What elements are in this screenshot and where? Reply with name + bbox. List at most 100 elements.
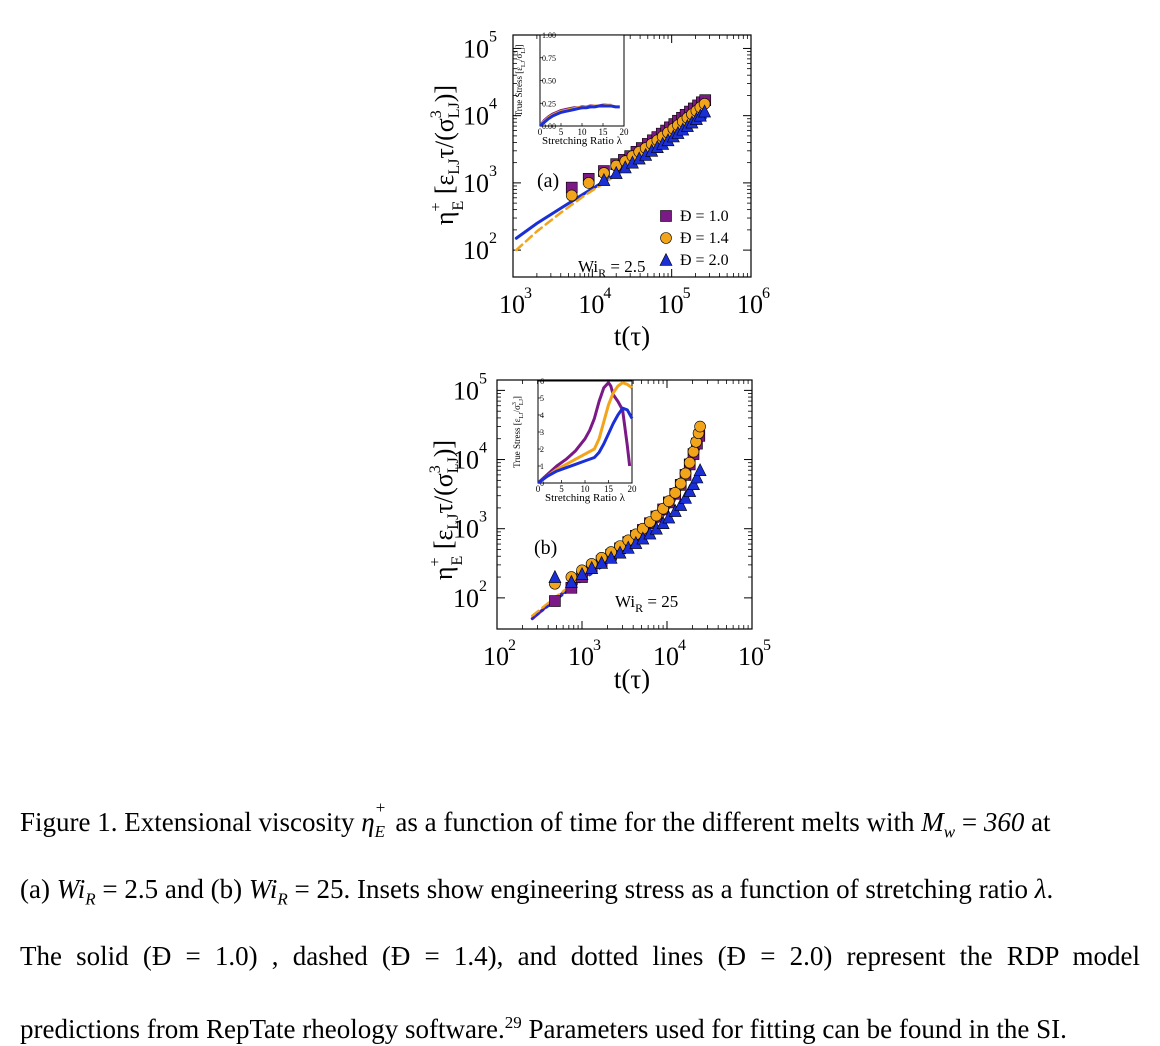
x-axis-label: t(τ): [614, 321, 650, 351]
inset-frame: [539, 34, 625, 127]
y-tick-label-exponent: 3: [479, 509, 487, 526]
x-tick-label-base: 10: [737, 290, 763, 319]
inset-x-tick-label: 10: [581, 484, 591, 494]
data-point: [585, 560, 599, 574]
wi-label: WiR = 25: [615, 592, 678, 615]
x-axis-label: t(τ): [614, 664, 650, 694]
inset-x-tick-label: 20: [620, 127, 630, 137]
y-tick-label-exponent: 3: [489, 163, 497, 180]
x-tick-label-exponent: 2: [508, 637, 516, 654]
x-tick-label-exponent: 5: [763, 637, 771, 654]
legend-label: Đ = 1.0: [680, 208, 729, 225]
data-point: [582, 177, 595, 189]
inset-x-tick-label: 10: [578, 127, 588, 137]
legend-marker: [660, 232, 672, 244]
data-point: [679, 490, 692, 504]
data-point: [687, 477, 700, 491]
inset-plot: 0 5 10 15 20 0 1 2 3 4 5 6 Stretching Ratio λ True St…: [512, 377, 637, 504]
data-point: [575, 567, 589, 580]
y-axis-label: η+ E [εLJτ/(σ3LJ)]: [427, 440, 466, 580]
data-point: [595, 555, 609, 569]
legend-label: Đ = 1.4: [680, 230, 729, 247]
inset-y-tick-label: 0.75: [542, 54, 556, 63]
data-point: [698, 104, 712, 118]
inset-x-tick-label: 15: [599, 127, 609, 137]
data-point: [663, 495, 675, 507]
data-point: [549, 595, 561, 607]
y-tick-label-base: 10: [463, 236, 489, 265]
y-tick-label-exponent: 4: [489, 96, 497, 113]
y-tick-label-base: 10: [453, 376, 479, 405]
inset-y-axis-label: True Stress [εLJ/σ3LJ]: [512, 396, 525, 468]
x-tick-label-base: 10: [738, 642, 764, 671]
caption-line-3: The solid (Đ = 1.0) , dashed (Đ = 1.4), …: [20, 941, 1140, 971]
inset-frame: [537, 380, 633, 484]
y-tick-label-exponent: 5: [489, 28, 497, 45]
inset-x-axis-label: Stretching Ratio λ: [545, 492, 626, 504]
y-tick-label-exponent: 5: [479, 370, 487, 387]
data-point: [674, 497, 688, 511]
data-point: [597, 172, 611, 186]
data-point: [687, 445, 700, 458]
x-tick-label-base: 10: [568, 642, 594, 671]
legend-marker: [659, 252, 673, 266]
x-tick-label-exponent: 5: [683, 285, 691, 302]
y-tick-label-exponent: 2: [489, 230, 497, 247]
inset-y-tick-label: 2: [540, 445, 544, 454]
data-point: [679, 467, 692, 480]
data-point: [690, 470, 704, 484]
legend-label: Đ = 2.0: [680, 252, 729, 269]
data-point: [674, 477, 687, 490]
inset-y-tick-label: 5: [540, 394, 544, 403]
inset-plot: 0 5 10 15 20 0.00 0.25 0.50 0.75 1.00 Stretching R…: [514, 31, 629, 147]
panel-label: (b): [534, 537, 557, 559]
data-point: [683, 483, 697, 497]
inset-y-tick-label: 1.00: [542, 31, 556, 40]
wi-label: WiR = 2.5: [578, 257, 645, 280]
inset-x-tick-label: 0: [536, 484, 541, 494]
inset-y-tick-label: 0.25: [542, 99, 556, 108]
y-tick-label-base: 10: [453, 584, 479, 613]
inset-x-tick-label: 20: [628, 484, 638, 494]
data-point: [564, 574, 578, 588]
series-triangle: [597, 104, 712, 186]
x-tick-label-exponent: 3: [524, 285, 532, 302]
plot-frame: [496, 379, 753, 630]
data-point: [693, 463, 707, 477]
inset-y-tick-label: 1: [540, 462, 544, 471]
x-tick-label-base: 10: [578, 290, 604, 319]
y-tick-label-base: 10: [463, 34, 489, 63]
inset-x-tick-label: 0: [538, 127, 543, 137]
y-tick-label-base: 10: [453, 515, 479, 544]
data-point: [565, 189, 578, 202]
data-point: [683, 456, 696, 469]
x-tick-label-exponent: 4: [678, 637, 686, 654]
panel-label: (a): [537, 170, 559, 192]
y-tick-label-base: 10: [463, 102, 489, 131]
inset-x-tick-label: 5: [559, 127, 564, 137]
panel-b: 10 2 10 3 10 4 10 510 210 310 410 5η+ E [εLJτ/(σ3LJ)…: [427, 370, 771, 694]
inset-x-tick-label: 15: [604, 484, 614, 494]
figure-canvas: 10 3 10 4 10 5 10 610 210 310 410 5η+ E [εLJτ/(σ3LJ)…: [427, 28, 771, 694]
caption-line-2: (a) WiR = 2.5 and (b) WiR = 25. Insets s…: [20, 874, 1054, 909]
inset-y-tick-label: 4: [540, 411, 544, 420]
caption-line-1: Figure 1. Extensional viscosity η + E as a…: [20, 798, 1051, 842]
inset-series-purple: [536, 381, 632, 485]
inset-series-blue: [539, 104, 620, 128]
x-tick-label-exponent: 3: [593, 637, 601, 654]
x-tick-label-exponent: 4: [603, 285, 611, 302]
y-tick-label-base: 10: [453, 446, 479, 475]
inset-series-blue: [537, 406, 634, 485]
inset-x-tick-label: 5: [559, 484, 564, 494]
y-tick-label-exponent: 2: [479, 578, 487, 595]
data-point: [604, 550, 618, 564]
inset-y-tick-label: 0: [540, 479, 544, 488]
data-point: [548, 569, 562, 583]
inset-x-axis-label: Stretching Ratio λ: [542, 135, 623, 147]
inset-y-tick-label: 6: [540, 377, 544, 386]
legend: Đ = 1.0 Đ = 1.4 Đ = 2.0: [659, 208, 729, 269]
x-tick-label-base: 10: [653, 642, 679, 671]
y-tick-label-exponent: 4: [479, 440, 487, 457]
model-line-dashed: [515, 117, 707, 252]
caption-line-4: predictions from RepTate rheology softwa…: [20, 1013, 1067, 1044]
